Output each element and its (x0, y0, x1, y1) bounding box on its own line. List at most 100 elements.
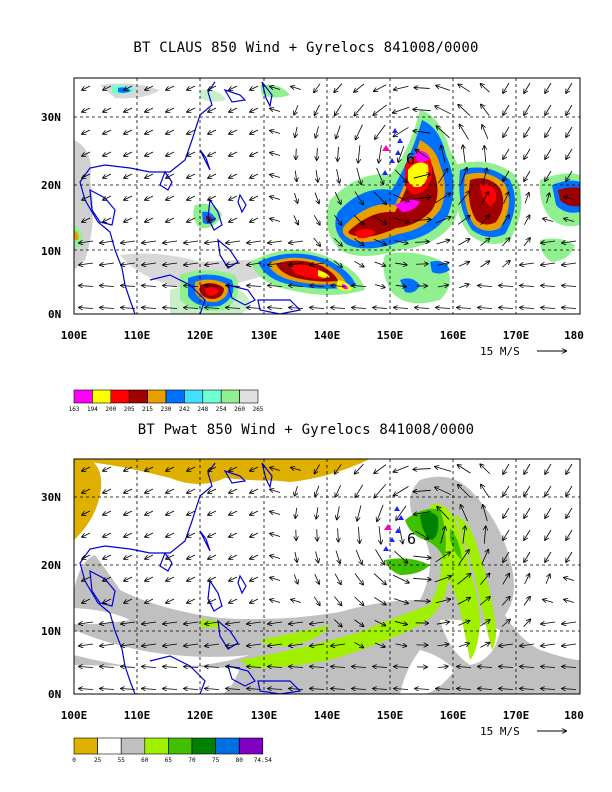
wind-vector (82, 129, 91, 134)
wind-vector (358, 526, 359, 543)
wind-vector (334, 191, 341, 204)
wind-vector (291, 87, 302, 90)
wind-vector (226, 689, 241, 690)
wind-vector (435, 193, 451, 204)
wind-vector (373, 238, 386, 244)
lon-label: 130E (251, 709, 278, 722)
wind-vector (145, 466, 154, 471)
wind-vector (524, 529, 531, 540)
wind-vector (545, 507, 552, 518)
wind-vector (166, 466, 175, 471)
wind-vector (289, 308, 304, 309)
wind-vector (229, 488, 238, 493)
wind-vector (121, 667, 136, 668)
wind-vector (166, 576, 175, 581)
panel1-frame (73, 77, 581, 315)
wind-vector (289, 241, 304, 243)
wind-vector (503, 126, 510, 137)
wind-vector (270, 534, 281, 537)
wind-vector (166, 532, 175, 537)
wind-vector (295, 551, 297, 562)
wind-vector (393, 106, 410, 113)
colorbar-swatch (110, 389, 130, 404)
lon-label: 130E (251, 329, 278, 342)
panel1-wind-vectors (79, 82, 577, 309)
wind-vector (562, 622, 577, 624)
wind-vector (166, 510, 175, 515)
wind-vector (293, 574, 298, 583)
wind-vector (337, 506, 340, 520)
wind-vector (100, 689, 115, 690)
wind-vector (481, 104, 490, 116)
wind-vector (373, 308, 388, 309)
wind-vector (566, 148, 573, 159)
wind-vector (103, 510, 112, 515)
wind-vector (270, 219, 281, 222)
wind-vector (268, 689, 283, 690)
wind-vector (566, 507, 573, 518)
wind-vector (481, 192, 488, 205)
wind-vector (545, 170, 552, 181)
wind-vector (270, 578, 281, 581)
wind-vector (226, 241, 241, 243)
wind-vector (499, 689, 514, 690)
colorbar-swatch (215, 737, 240, 755)
wind-vector (310, 689, 325, 690)
wind-vector (373, 596, 386, 604)
wind-vector (545, 82, 552, 93)
wind-vector (460, 168, 467, 185)
wind-vector (187, 488, 196, 493)
wind-vector (379, 526, 381, 544)
wind-vector (142, 622, 157, 624)
wind-vector (501, 261, 510, 268)
wind-vector (79, 644, 94, 646)
wind-vector (398, 526, 403, 544)
wind-vector (354, 83, 365, 92)
colorbar-label: 60 (141, 757, 149, 764)
wind-vector (503, 507, 510, 518)
wind-vector (166, 151, 175, 156)
wind-vector (124, 532, 133, 537)
wind-vector (564, 578, 575, 581)
wind-vector (524, 485, 531, 496)
colorbar-label: 260 (234, 406, 245, 413)
wind-vector (250, 488, 259, 493)
wind-vector (413, 197, 430, 199)
wind-vector (395, 644, 407, 646)
wind-vector (121, 644, 136, 646)
wind-vector (208, 195, 217, 200)
wind-vector (100, 241, 115, 243)
wind-vector (103, 598, 112, 603)
wind-vector (541, 667, 556, 668)
wind-vector (187, 173, 196, 178)
colorbar-label: 205 (124, 406, 135, 413)
wind-vector (520, 263, 535, 265)
wind-vector (82, 488, 91, 493)
wind-vector (435, 217, 450, 224)
wind-vector (499, 667, 514, 668)
panel2-frame (73, 458, 581, 695)
wind-vector (289, 622, 304, 624)
wind-vector (545, 463, 552, 474)
wind-vector (392, 194, 409, 201)
wind-vector (145, 488, 154, 493)
wind-vector (187, 85, 196, 90)
wind-vector (145, 598, 154, 603)
wind-vector (310, 644, 325, 646)
colorbar-swatch (184, 389, 204, 404)
wind-vector (545, 148, 552, 159)
panel2-vector-ref-label: 15 M/S (480, 725, 520, 738)
wind-vector (338, 528, 339, 541)
wind-vector (524, 463, 531, 474)
wind-vector (436, 86, 451, 91)
wind-vector (247, 622, 262, 624)
wind-vector (414, 88, 430, 89)
wind-vector (187, 532, 196, 537)
wind-vector (337, 169, 340, 183)
wind-vector (335, 104, 342, 116)
wind-vector (163, 644, 178, 646)
lon-label: 120E (187, 329, 214, 342)
wind-vector (335, 485, 341, 496)
lon-label: 160E (440, 329, 467, 342)
wind-vector (205, 667, 220, 668)
